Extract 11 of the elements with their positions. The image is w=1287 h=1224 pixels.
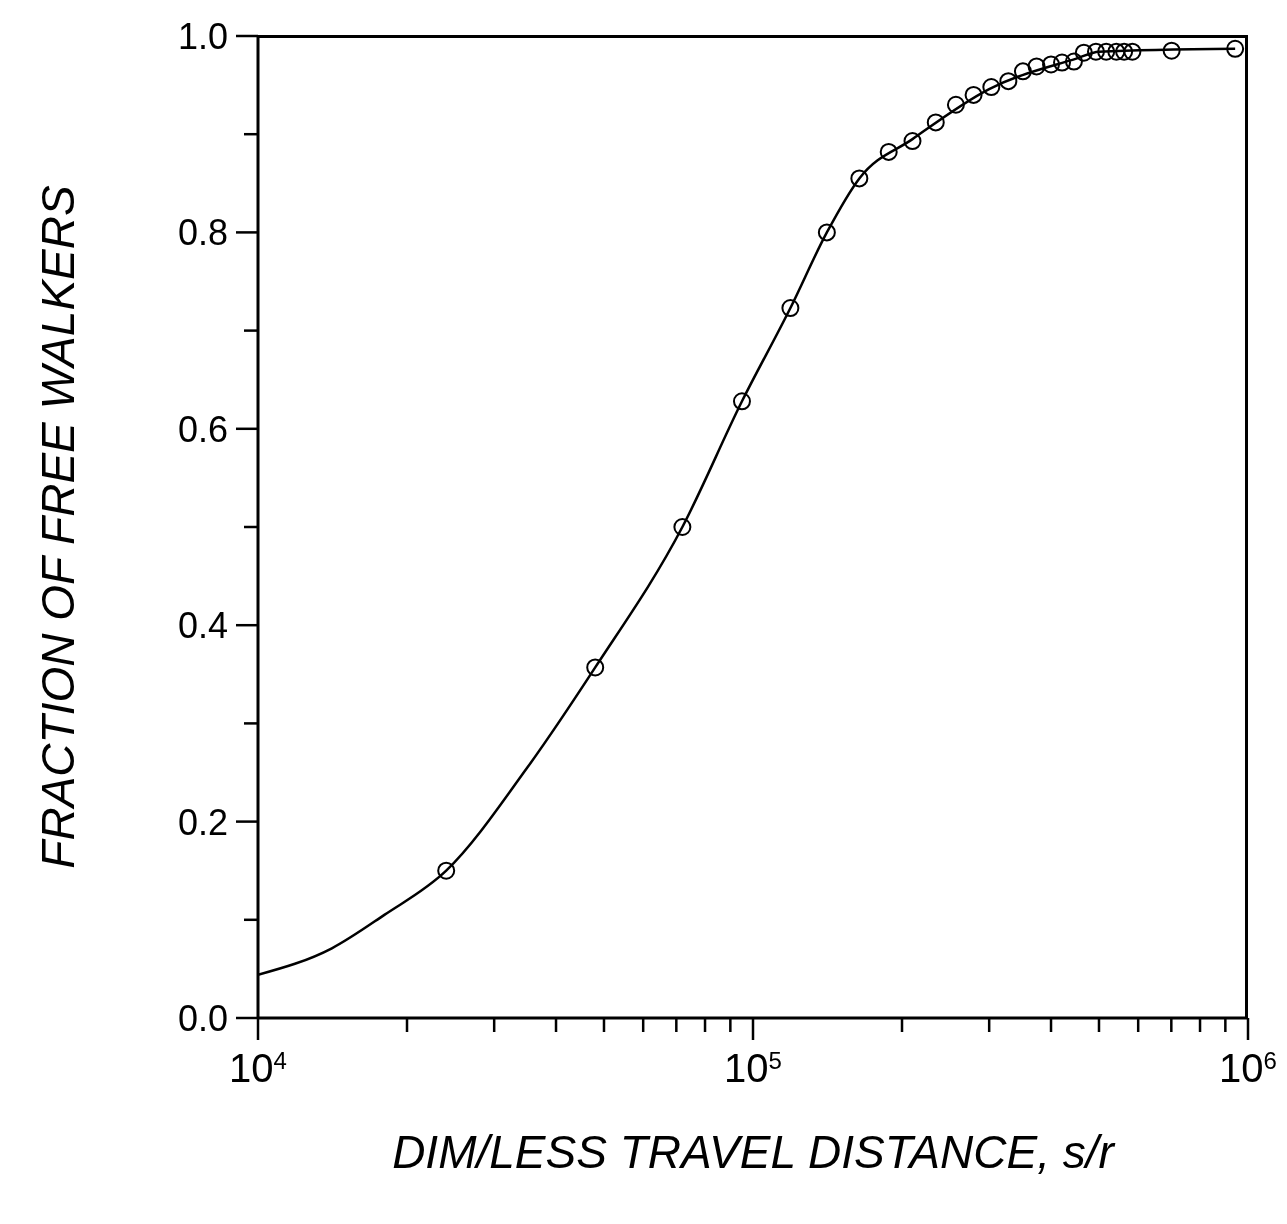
- x-tick-label: 10$^{4}$: [229, 1046, 287, 1090]
- x-tick-label: 10$^{6}$: [1219, 1046, 1277, 1090]
- y-axis-title: FRACTION OF FREE WALKERS: [32, 185, 85, 869]
- y-tick-label: 1.0: [177, 16, 228, 57]
- y-tick-label: 0.4: [177, 605, 228, 647]
- y-tick-label: 0.8: [177, 212, 228, 254]
- x-tick-label: 10$^{5}$: [724, 1046, 782, 1090]
- y-tick-label: 0.2: [177, 801, 228, 843]
- y-tick-label: 0.6: [177, 408, 228, 450]
- x-axis-title: DIM/LESS TRAVEL DISTANCE, s/r: [392, 1126, 1116, 1178]
- y-tick-label: 0.0: [177, 998, 228, 1039]
